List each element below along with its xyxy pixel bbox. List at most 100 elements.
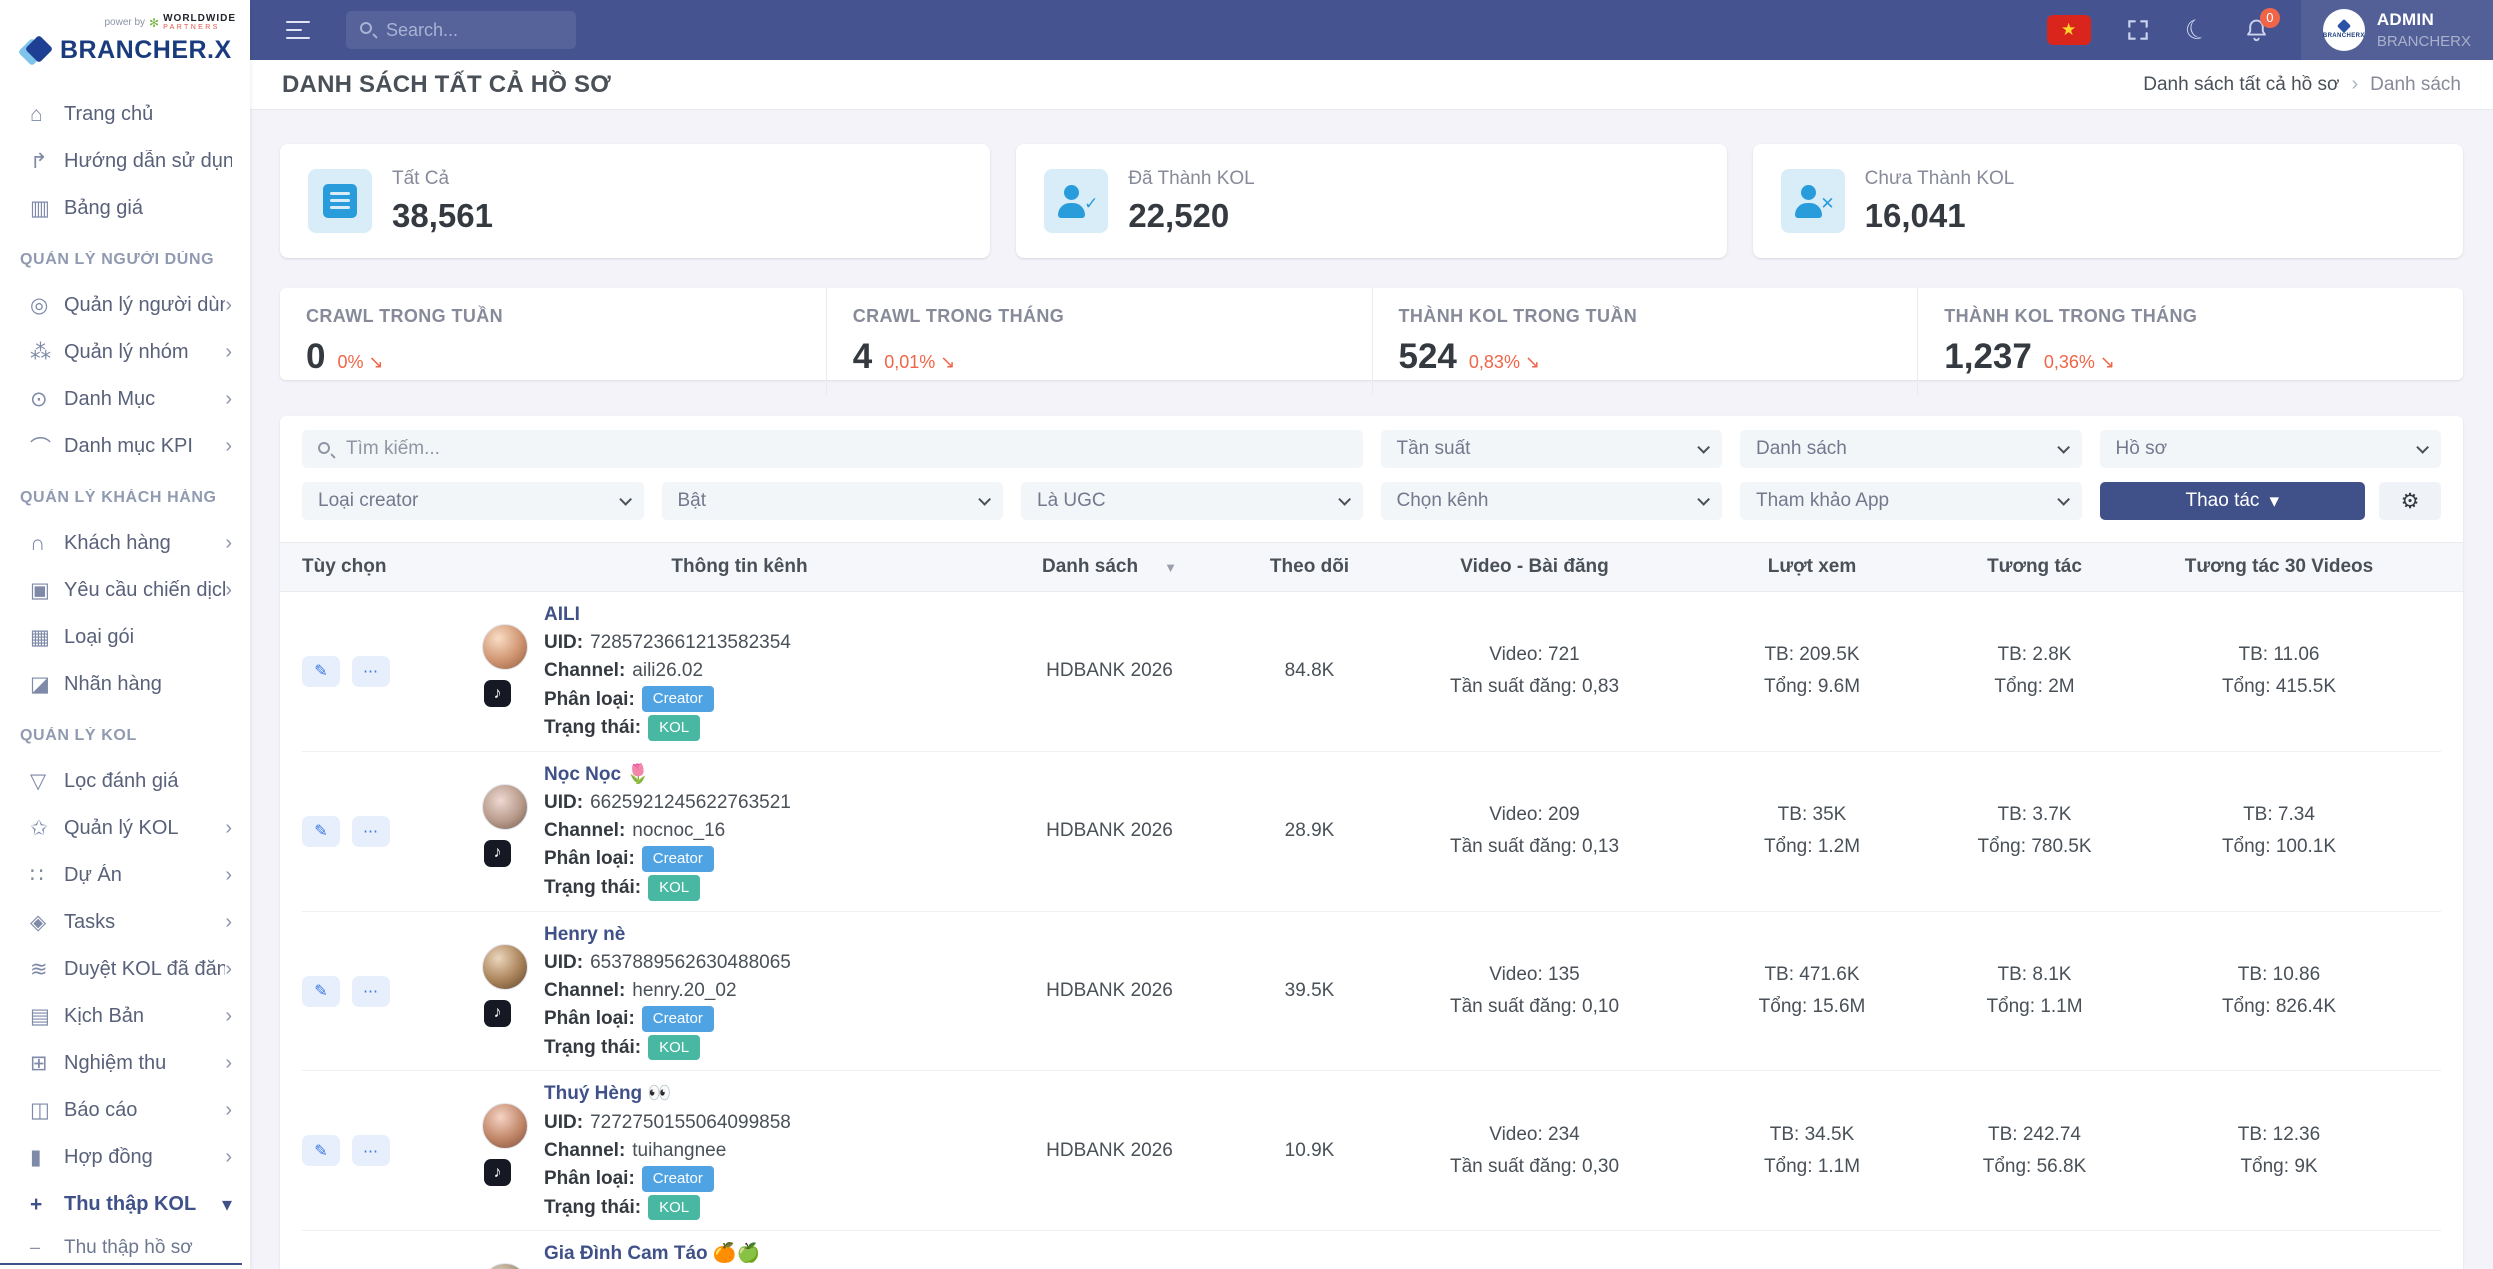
stat-card-icon	[323, 184, 357, 218]
chevron-down-icon	[2056, 492, 2070, 506]
sidebar-item[interactable]: QUẢN LÝ NGƯỜI DÙNG	[0, 238, 250, 282]
filter-select[interactable]: Tần suất	[1380, 430, 1722, 468]
search-input[interactable]	[346, 11, 576, 49]
sidebar-item[interactable]: ⊞ Nghiệm thu ›	[0, 1040, 250, 1087]
ellipsis-icon: ⋯	[363, 823, 379, 841]
sidebar-item[interactable]: ↱ Hướng dẫn sử dụng	[0, 138, 250, 185]
filter-select[interactable]: Danh sách	[1740, 430, 2082, 468]
status-badge: KOL	[648, 874, 701, 901]
sidebar-item[interactable]: ∩ Khách hàng ›	[0, 520, 250, 567]
stat-card-icon-tile: ✓	[1044, 169, 1109, 233]
sidebar-item[interactable]: ⊙ Danh Mục ›	[0, 376, 250, 423]
user-avatar: BRANCHERX	[2322, 9, 2365, 51]
sidebar-item[interactable]: ▽ Lọc đánh giá	[0, 758, 250, 805]
channel-name-link[interactable]: Nọc Nọc 🌷	[544, 763, 651, 785]
sidebar-item[interactable]: – Thu thập hồ sơ	[0, 1228, 250, 1267]
crawl-stat-pct: 0,36%	[2043, 352, 2095, 372]
sidebar-item-icon: ⌂	[30, 102, 43, 126]
followers-cell: 84.8K	[1284, 660, 1335, 682]
filter-select[interactable]: Là UGC	[1021, 482, 1363, 520]
edit-button[interactable]: ✎	[302, 655, 340, 687]
sidebar-item[interactable]: ⁂ Quản lý nhóm ›	[0, 329, 250, 376]
sidebar-item[interactable]: ▣ Yêu cầu chiến dịch ›	[0, 567, 250, 614]
user-menu[interactable]: BRANCHERX ADMIN BRANCHERX	[2300, 0, 2493, 60]
sidebar-item[interactable]: ▤ Kịch Bản ›	[0, 993, 250, 1040]
channel-name-link[interactable]: AILI	[544, 604, 580, 625]
sidebar-item[interactable]: ≋ Duyệt KOL đã đăng ký ›	[0, 946, 250, 993]
column-header[interactable]: Tương tác	[1952, 556, 2117, 578]
channel-name-link[interactable]: Thuý Hèng 👀	[544, 1083, 672, 1105]
crawl-stat-label: CRAWL TRONG THÁNG	[852, 306, 1065, 326]
followers-cell: 28.9K	[1284, 820, 1335, 842]
notifications-bell-icon[interactable]: 0	[2243, 7, 2280, 44]
channel-name-link[interactable]: Gia Đình Cam Táo 🍊🍏	[544, 1243, 761, 1265]
sidebar: power by ✻ WORLDWIDE PARTNERS BRANCHER.X…	[0, 0, 250, 1269]
language-flag-button[interactable]: ★	[2046, 15, 2091, 45]
sidebar-item[interactable]: + Thu thập KOL ▾	[0, 1181, 250, 1228]
sidebar-item[interactable]: QUẢN LÝ KOL	[0, 714, 250, 758]
breadcrumb-parent-link[interactable]: Danh sách tất cả hồ sơ	[2143, 73, 2340, 95]
sidebar-item[interactable]: ✩ Quản lý KOL ›	[0, 805, 250, 852]
column-header[interactable]: Danh sách ▼	[997, 556, 1222, 578]
sidebar-item[interactable]: ◫ Báo cáo ›	[0, 1087, 250, 1134]
sidebar-item[interactable]: ⌂ Trang chủ	[0, 91, 250, 138]
chevron-down-icon: ▾	[2269, 490, 2279, 512]
column-header[interactable]: Lượt xem	[1672, 556, 1952, 578]
crawl-stat-label: THÀNH KOL TRONG THÁNG	[1944, 306, 2198, 326]
sidebar-item-label: Danh mục KPI	[64, 435, 193, 457]
stat-card-value: 38,561	[392, 196, 493, 234]
pencil-icon: ✎	[314, 1142, 328, 1160]
column-header[interactable]: Video - Bài đăng	[1397, 556, 1672, 578]
sidebar-item[interactable]: ◎ Quản lý người dùng ›	[0, 282, 250, 329]
status-badge: KOL	[648, 1034, 701, 1061]
followers-cell: 10.9K	[1284, 1139, 1335, 1161]
video-stats-cell: Video: 234 Tần suất đăng: 0,30	[1449, 1123, 1620, 1177]
filter-select[interactable]: Chọn kênh	[1380, 482, 1722, 520]
sidebar-item[interactable]: ▦ Loại gói	[0, 614, 250, 661]
edit-button[interactable]: ✎	[302, 1135, 340, 1167]
filter-select[interactable]: Tham khảo App	[1740, 482, 2082, 520]
more-options-button[interactable]: ⋯	[352, 655, 390, 687]
uid-value: 7272750155064099858	[590, 1111, 791, 1133]
avatar-logo-icon	[2336, 18, 2351, 34]
sidebar-item[interactable]: ◈ Tasks ›	[0, 899, 250, 946]
hamburger-menu-icon[interactable]	[286, 21, 312, 40]
channel-name-link[interactable]: Henry nè	[544, 923, 626, 945]
sidebar-item-icon: ⌒	[30, 436, 51, 460]
brand-logo[interactable]: power by ✻ WORLDWIDE PARTNERS BRANCHER.X	[0, 10, 250, 77]
more-options-button[interactable]: ⋯	[352, 815, 390, 847]
crawl-stat-value: 0	[306, 337, 326, 376]
brand-name: BRANCHER.X	[60, 35, 232, 64]
chevron-down-icon	[978, 492, 991, 506]
edit-button[interactable]: ✎	[302, 975, 340, 1007]
sidebar-item[interactable]: ▥ Bảng giá	[0, 185, 250, 232]
column-header[interactable]: Tùy chọn	[302, 556, 482, 578]
column-header[interactable]: Tương tác 30 Videos	[2117, 556, 2441, 578]
more-options-button[interactable]: ⋯	[352, 975, 390, 1007]
filter-select[interactable]: Hồ sơ	[2099, 430, 2441, 468]
views-stats-cell: TB: 35K Tổng: 1.2M	[1763, 803, 1861, 858]
dark-mode-icon[interactable]: ☾	[2180, 11, 2213, 48]
more-options-button[interactable]: ⋯	[352, 1135, 390, 1167]
column-header[interactable]: Thông tin kênh	[482, 556, 997, 578]
settings-gear-button[interactable]: ⚙	[2379, 482, 2441, 520]
sidebar-item-icon: ✩	[30, 817, 48, 840]
chevron-right-icon: ›	[225, 1005, 232, 1027]
sidebar-item[interactable]: ⌒ Danh mục KPI ›	[0, 423, 250, 470]
sidebar-item-label: QUẢN LÝ KHÁCH HÀNG	[20, 489, 217, 506]
sidebar-item[interactable]: ◪ Nhãn hàng	[0, 661, 250, 708]
sidebar-item-icon: ◈	[30, 911, 47, 934]
channel-value: aili26.02	[632, 660, 704, 682]
breadcrumb-separator-icon: ›	[2351, 73, 2359, 95]
actions-button[interactable]: Thao tác ▾	[2099, 482, 2365, 520]
fullscreen-icon[interactable]	[2125, 17, 2151, 43]
edit-button[interactable]: ✎	[302, 815, 340, 847]
sidebar-item[interactable]: ∷ Dự Án ›	[0, 852, 250, 899]
filter-select[interactable]: Bật	[661, 482, 1003, 520]
engagement-stats-cell: TB: 2.8K Tổng: 2M	[1994, 644, 2075, 698]
column-header[interactable]: Theo dõi	[1222, 556, 1397, 578]
sidebar-item[interactable]: ▮ Hợp đồng ›	[0, 1134, 250, 1181]
sidebar-item[interactable]: QUẢN LÝ KHÁCH HÀNG	[0, 476, 250, 520]
table-search-input[interactable]	[302, 430, 1363, 468]
filter-select[interactable]: Loại creator	[302, 482, 644, 520]
